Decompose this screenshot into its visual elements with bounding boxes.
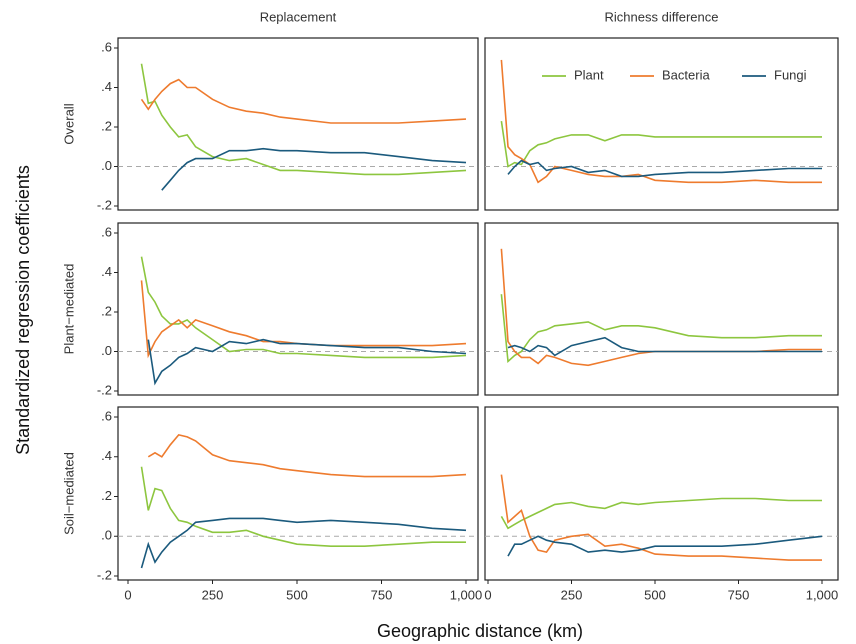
y-tick-label: .2 xyxy=(101,303,112,318)
y-tick-label: .6 xyxy=(101,39,112,54)
y-axis-label: Standardized regression coefficients xyxy=(13,165,33,455)
x-tick-label: 1,000 xyxy=(806,587,839,602)
x-tick-label: 500 xyxy=(644,587,666,602)
series-line xyxy=(507,159,822,178)
y-tick-label: -.2 xyxy=(97,567,112,582)
series-line xyxy=(507,535,823,557)
y-tick-label: .6 xyxy=(101,224,112,239)
y-tick-label: .0 xyxy=(101,528,112,543)
panel-frame xyxy=(117,222,479,396)
row-title: Soil−mediated xyxy=(61,452,76,535)
x-tick-label: 1,000 xyxy=(450,587,483,602)
panel-frame xyxy=(484,37,839,211)
column-title: Replacement xyxy=(260,9,337,24)
x-tick-label: 0 xyxy=(484,587,491,602)
legend-label: Plant xyxy=(574,67,604,82)
series-line xyxy=(500,474,822,561)
series-line xyxy=(507,336,822,357)
series-line xyxy=(140,63,467,176)
x-tick-label: 750 xyxy=(371,587,393,602)
y-tick-label: -.2 xyxy=(97,382,112,397)
series-line xyxy=(500,120,822,168)
x-tick-label: 250 xyxy=(202,587,224,602)
y-tick-label: .0 xyxy=(101,343,112,358)
series-line xyxy=(500,294,822,364)
panel-frame xyxy=(484,406,839,581)
y-tick-label: -.2 xyxy=(97,197,112,212)
x-tick-label: 0 xyxy=(124,587,131,602)
legend-label: Fungi xyxy=(774,67,807,82)
y-tick-label: .4 xyxy=(101,79,112,94)
series-line xyxy=(140,78,467,124)
series-line xyxy=(140,280,467,359)
x-tick-label: 500 xyxy=(286,587,308,602)
column-title: Richness difference xyxy=(605,9,719,24)
row-title: Overall xyxy=(61,103,76,144)
panel-frame xyxy=(117,406,479,581)
y-tick-label: .6 xyxy=(101,408,112,423)
y-tick-label: .4 xyxy=(101,448,112,463)
series-line xyxy=(500,497,822,530)
x-axis-label: Geographic distance (km) xyxy=(377,621,583,641)
series-line xyxy=(147,338,467,386)
series-line xyxy=(161,147,467,191)
row-title: Plant−mediated xyxy=(61,264,76,355)
legend-label: Bacteria xyxy=(662,67,710,82)
x-tick-label: 250 xyxy=(561,587,583,602)
x-tick-label: 750 xyxy=(728,587,750,602)
y-tick-label: .2 xyxy=(101,488,112,503)
y-tick-label: .4 xyxy=(101,264,112,279)
panel-frame xyxy=(117,37,479,211)
series-line xyxy=(140,517,467,569)
series-line xyxy=(140,466,466,547)
y-tick-label: .0 xyxy=(101,158,112,173)
series-line xyxy=(147,434,467,478)
series-line xyxy=(500,248,822,367)
series-line xyxy=(140,256,467,359)
series-line xyxy=(500,59,822,184)
y-tick-label: .2 xyxy=(101,118,112,133)
panel-frame xyxy=(484,222,839,396)
